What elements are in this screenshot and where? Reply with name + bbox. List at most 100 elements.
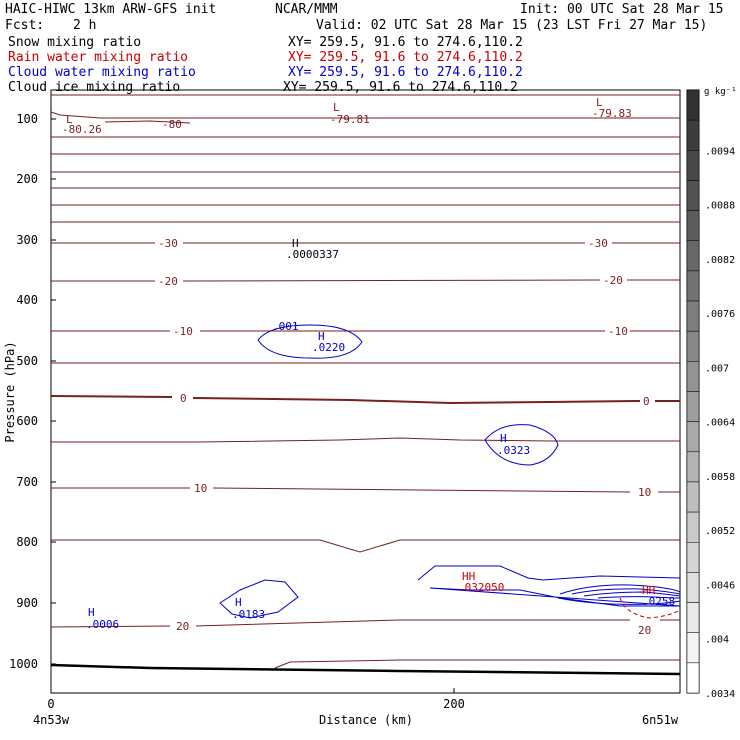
high-value: .0323 bbox=[497, 444, 530, 457]
colorbar-label: .0064 bbox=[705, 418, 735, 429]
isotherm bbox=[51, 279, 680, 282]
x-end-left-label: 4n53w bbox=[33, 713, 70, 727]
colorbar-label: .0034 bbox=[705, 689, 735, 700]
cloud-water-contour bbox=[417, 565, 681, 607]
init-time: Init: 00 UTC Sat 28 Mar 15 bbox=[520, 2, 724, 17]
colorbar-label: .0088 bbox=[705, 201, 735, 212]
cloud-water-labels: .001 H .0220 H .0323 H .0183 H .0006 .02… bbox=[86, 320, 675, 631]
isotherm bbox=[104, 120, 191, 124]
colorbar-label: .0082 bbox=[705, 255, 735, 266]
high-mark: HH bbox=[642, 584, 655, 597]
colorbar-swatch bbox=[686, 511, 700, 543]
high-mark: H bbox=[235, 596, 242, 609]
plot-frame bbox=[50, 89, 681, 694]
colorbar-swatch bbox=[686, 391, 700, 422]
colorbar-swatch bbox=[686, 89, 700, 121]
low-mark: L bbox=[66, 113, 73, 126]
high-value: .0220 bbox=[312, 341, 345, 354]
fcst-value: 2 h bbox=[73, 18, 97, 33]
colorbar-label: .0076 bbox=[705, 309, 735, 320]
y-tick-label: 700 bbox=[16, 475, 38, 489]
colorbar-swatch bbox=[686, 119, 700, 151]
field-cloudwater-xy: XY= 259.5, 91.6 to 274.6,110.2 bbox=[288, 65, 523, 80]
cloud-water-contour bbox=[559, 584, 681, 595]
x-tick-label: 0 bbox=[47, 697, 54, 711]
temp-label: 10 bbox=[638, 486, 651, 499]
cloud-water-contour bbox=[583, 591, 681, 597]
temp-label: -20 bbox=[603, 274, 623, 287]
high-value: .0000337 bbox=[286, 248, 339, 261]
x-end-right-label: 6n51w bbox=[642, 713, 679, 727]
field-cloudice-xy: XY= 259.5, 91.6 to 274.6,110.2 bbox=[283, 80, 518, 95]
cloud-water-contour bbox=[571, 588, 681, 595]
cloud-water-contour bbox=[257, 324, 363, 359]
high-value: .0006 bbox=[86, 618, 119, 631]
high-mark: H bbox=[88, 606, 95, 619]
colorbar: g kg⁻¹ .0094 .0088 .0082 .0076 .007 .0064 .005… bbox=[686, 87, 737, 700]
cloud-water-contour bbox=[219, 579, 299, 619]
field-rain-xy: XY= 259.5, 91.6 to 274.6,110.2 bbox=[288, 50, 523, 65]
colorbar-label: .0058 bbox=[705, 472, 735, 483]
colorbar-swatch bbox=[686, 300, 700, 332]
temperature-labels: L -80.26 -80 L -79.81 L -79.83 -30 -30 -… bbox=[62, 96, 651, 637]
y-axis bbox=[51, 118, 56, 665]
high-value: .0258 bbox=[642, 595, 675, 608]
rain-labels: HH .032050 HH bbox=[458, 570, 655, 597]
colorbar-swatch bbox=[686, 240, 700, 272]
temp-label: -79.81 bbox=[330, 113, 370, 126]
y-tick-label: 300 bbox=[16, 233, 38, 247]
y-tick-label: 800 bbox=[16, 535, 38, 549]
isotherm bbox=[50, 619, 680, 628]
field-cloudwater-name: Cloud water mixing ratio bbox=[8, 65, 196, 80]
colorbar-swatch bbox=[686, 662, 700, 694]
y-tick-label: 1000 bbox=[9, 657, 38, 671]
cloud-water-contour bbox=[484, 424, 559, 466]
x-axis bbox=[50, 688, 455, 693]
valid-time: Valid: 02 UTC Sat 28 Mar 15 (23 LST Fri … bbox=[316, 18, 708, 33]
colorbar-swatch bbox=[686, 421, 700, 453]
high-mark: H bbox=[292, 237, 299, 250]
colorbar-swatch bbox=[686, 361, 700, 392]
colorbar-swatch bbox=[686, 210, 700, 242]
y-axis-label: Pressure (hPa) bbox=[3, 341, 17, 442]
colorbar-swatch bbox=[686, 270, 700, 302]
colorbar-swatch bbox=[686, 481, 700, 513]
high-value: .0183 bbox=[232, 608, 265, 621]
isotherm bbox=[50, 395, 680, 405]
temp-label: -30 bbox=[588, 237, 608, 250]
y-tick-label: 200 bbox=[16, 172, 38, 186]
temp-label: -79.83 bbox=[592, 107, 632, 120]
temp-label: -10 bbox=[608, 325, 628, 338]
temp-label: -80.26 bbox=[62, 123, 102, 136]
x-axis-label: Distance (km) bbox=[319, 713, 413, 727]
colorbar-swatch bbox=[686, 150, 700, 181]
colorbar-label: .0094 bbox=[705, 146, 735, 157]
colorbar-swatches bbox=[686, 89, 700, 694]
high-value: .032050 bbox=[458, 581, 504, 594]
y-tick-label: 500 bbox=[16, 354, 38, 368]
colorbar-swatch bbox=[686, 632, 700, 664]
y-tick-label: 400 bbox=[16, 293, 38, 307]
contour-label: .001 bbox=[272, 320, 299, 333]
cloud-water-contour bbox=[597, 596, 681, 599]
colorbar-label: .004 bbox=[705, 635, 729, 646]
org-label: NCAR/MMM bbox=[275, 2, 338, 17]
field-cloudice-name: Cloud ice mixing ratio bbox=[8, 80, 181, 95]
y-tick-labels: 100 200 300 400 500 600 700 800 900 1000 bbox=[9, 112, 38, 671]
temp-label: 0 bbox=[180, 392, 187, 405]
rain-water-contour bbox=[619, 597, 681, 619]
temp-label: 20 bbox=[176, 620, 189, 633]
colorbar-label: .0046 bbox=[705, 580, 735, 591]
temp-label: -10 bbox=[173, 325, 193, 338]
field-snow-xy: XY= 259.5, 91.6 to 274.6,110.2 bbox=[288, 35, 523, 50]
colorbar-swatch bbox=[686, 572, 700, 603]
temp-label: 20 bbox=[638, 624, 651, 637]
temp-label: -80 bbox=[162, 118, 182, 131]
colorbar-swatch bbox=[686, 451, 700, 483]
colorbar-swatch bbox=[686, 330, 700, 362]
y-tick-label: 600 bbox=[16, 414, 38, 428]
colorbar-label: .007 bbox=[705, 363, 729, 374]
cloud-water-contour bbox=[557, 597, 681, 605]
isotherm bbox=[51, 539, 680, 553]
